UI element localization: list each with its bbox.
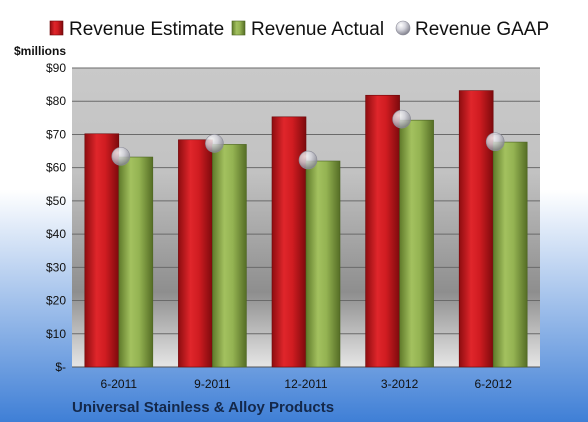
x-tick-label: 6-2012 [475,377,513,391]
marker-revenue-gaap [485,132,505,152]
legend-swatch [231,20,246,36]
y-tick-label: $- [55,360,66,374]
y-tick-label: $60 [46,161,66,175]
bar-revenue-actual [399,119,434,368]
bar-revenue-actual [492,141,528,368]
bar-revenue-estimate [365,94,400,368]
bar-revenue-actual [212,144,247,368]
marker-revenue-gaap [298,150,318,170]
x-tick-label: 3-2012 [381,377,419,391]
legend-label: Revenue Estimate [69,19,224,40]
y-tick-label: $30 [46,260,66,274]
y-tick-label: $80 [46,94,66,108]
legend-label: Revenue GAAP [415,19,549,40]
marker-revenue-gaap [205,134,224,153]
bar-revenue-estimate [458,90,494,368]
x-tick-label: 9-2011 [194,377,231,391]
x-axis-ticks: 6-2011 9-2011 12-2011 3-2012 6-2012 [101,377,513,391]
bar-revenue-estimate [178,139,213,368]
legend: Revenue Estimate Revenue Actual Revenue GA… [49,19,549,40]
y-tick-label: $40 [46,227,66,241]
bar-revenue-estimate [84,133,120,368]
y-tick-label: $50 [46,194,66,208]
gaap-markers [111,109,505,170]
marker-revenue-gaap [111,147,131,166]
y-tick-label: $70 [46,127,66,141]
y-tick-label: $90 [46,61,66,75]
bar-revenue-actual [118,156,154,368]
y-tick-label: $20 [46,294,66,308]
y-axis-unit-label: $millions [14,44,66,58]
legend-swatch [49,20,64,36]
legend-swatch [395,20,411,36]
bar-revenue-actual [305,160,341,368]
y-tick-label: $10 [46,327,66,341]
legend-label: Revenue Actual [251,19,384,40]
y-axis-ticks: $- $10 $20 $30 $40 $50 $60 $70 $80 $90 [46,61,66,374]
x-tick-label: 6-2011 [101,377,138,391]
marker-revenue-gaap [392,109,411,129]
company-name: Universal Stainless & Alloy Products [72,399,334,416]
x-tick-label: 12-2011 [284,377,327,391]
